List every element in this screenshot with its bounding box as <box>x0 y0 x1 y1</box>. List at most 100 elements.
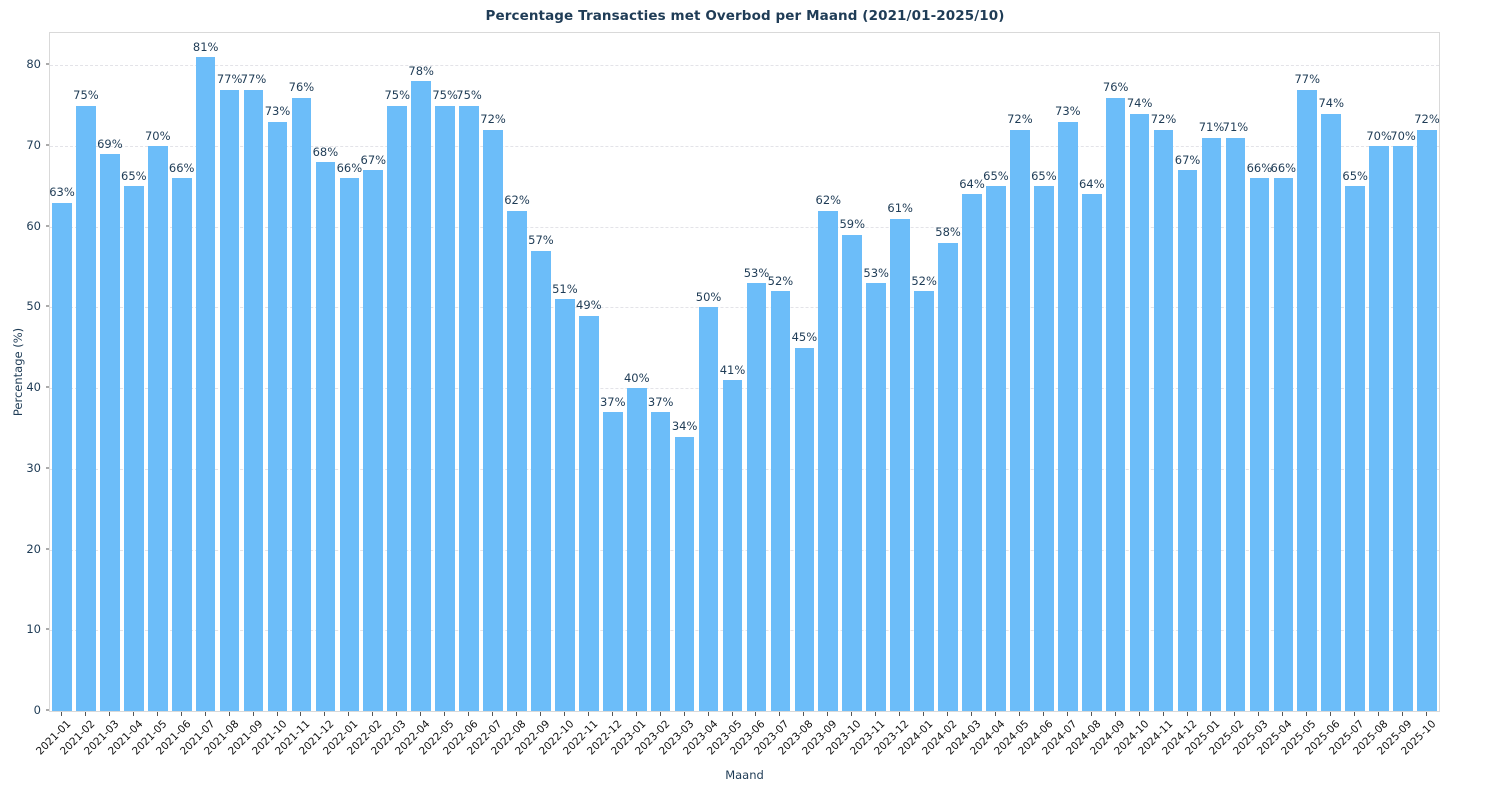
bar[interactable] <box>171 178 192 711</box>
bar[interactable] <box>1321 113 1342 711</box>
bar-slot[interactable]: 77% <box>241 33 266 711</box>
bar-slot[interactable]: 73% <box>1055 33 1081 711</box>
bar[interactable] <box>1129 113 1150 711</box>
bar-slot[interactable]: 65% <box>121 33 147 711</box>
bar-slot[interactable]: 68% <box>313 33 338 711</box>
bar-slot[interactable]: 65% <box>1342 33 1368 711</box>
bar[interactable] <box>387 105 408 711</box>
bar[interactable] <box>866 283 886 711</box>
bar[interactable] <box>698 307 719 711</box>
bar-slot[interactable]: 59% <box>839 33 865 711</box>
bar-slot[interactable]: 72% <box>1151 33 1176 711</box>
bar-slot[interactable]: 49% <box>576 33 602 711</box>
bar[interactable] <box>962 194 982 711</box>
bar-slot[interactable]: 45% <box>792 33 817 711</box>
bar[interactable] <box>770 291 791 711</box>
bar[interactable] <box>243 89 264 711</box>
bar[interactable] <box>76 105 96 711</box>
bar[interactable] <box>1417 129 1437 711</box>
bar[interactable] <box>579 315 599 711</box>
bar[interactable] <box>722 380 743 711</box>
bar-slot[interactable]: 37% <box>648 33 673 711</box>
bar[interactable] <box>435 105 455 711</box>
bar[interactable] <box>842 234 863 711</box>
bar-slot[interactable]: 69% <box>97 33 123 711</box>
bar[interactable] <box>363 170 384 711</box>
bar-slot[interactable]: 53% <box>744 33 769 711</box>
bar[interactable] <box>459 105 479 711</box>
bar[interactable] <box>147 146 168 711</box>
bar[interactable] <box>1297 89 1318 711</box>
bar[interactable] <box>1105 97 1126 711</box>
bar-slot[interactable]: 53% <box>863 33 889 711</box>
bar[interactable] <box>411 81 431 711</box>
bar-slot[interactable]: 72% <box>1414 33 1440 711</box>
bar-slot[interactable]: 78% <box>408 33 434 711</box>
bar-slot[interactable]: 51% <box>552 33 578 711</box>
bar[interactable] <box>938 242 958 711</box>
bar[interactable] <box>100 154 120 711</box>
bar-slot[interactable]: 72% <box>480 33 506 711</box>
bar[interactable] <box>602 412 623 711</box>
bar[interactable] <box>1369 146 1389 711</box>
bar[interactable] <box>890 218 910 711</box>
bar-slot[interactable]: 75% <box>384 33 410 711</box>
bar-slot[interactable]: 61% <box>887 33 913 711</box>
bar-slot[interactable]: 71% <box>1223 33 1248 711</box>
bar-slot[interactable]: 52% <box>768 33 793 711</box>
bar-slot[interactable]: 74% <box>1318 33 1344 711</box>
bar[interactable] <box>1034 186 1054 711</box>
bar-slot[interactable]: 70% <box>1366 33 1392 711</box>
bar-slot[interactable]: 37% <box>600 33 626 711</box>
bar[interactable] <box>195 57 216 711</box>
bar-slot[interactable]: 34% <box>672 33 697 711</box>
bar-slot[interactable]: 81% <box>193 33 218 711</box>
bar-slot[interactable]: 65% <box>1031 33 1057 711</box>
bar[interactable] <box>818 210 839 711</box>
bar[interactable] <box>1010 129 1030 711</box>
bar-slot[interactable]: 70% <box>1390 33 1416 711</box>
bar[interactable] <box>914 291 934 711</box>
bar-slot[interactable]: 70% <box>145 33 171 711</box>
bar-slot[interactable]: 76% <box>289 33 314 711</box>
bar-slot[interactable]: 52% <box>911 33 937 711</box>
bar[interactable] <box>339 178 360 711</box>
bar-slot[interactable]: 66% <box>1271 33 1296 711</box>
bar[interactable] <box>507 210 527 711</box>
bar[interactable] <box>986 186 1006 711</box>
bar-slot[interactable]: 40% <box>624 33 650 711</box>
bar-slot[interactable]: 75% <box>456 33 482 711</box>
bar-slot[interactable]: 66% <box>1247 33 1272 711</box>
bar-slot[interactable]: 66% <box>169 33 194 711</box>
bar[interactable] <box>1249 178 1270 711</box>
bar[interactable] <box>746 283 767 711</box>
bar[interactable] <box>219 89 240 711</box>
bar[interactable] <box>1153 129 1174 711</box>
bar-slot[interactable]: 62% <box>504 33 530 711</box>
bar[interactable] <box>555 299 575 711</box>
bar[interactable] <box>315 162 336 711</box>
bar-slot[interactable]: 67% <box>1175 33 1200 711</box>
bar[interactable] <box>1273 178 1294 711</box>
bar[interactable] <box>1177 170 1198 711</box>
bar-slot[interactable]: 71% <box>1199 33 1224 711</box>
bar[interactable] <box>1081 194 1102 711</box>
bar-slot[interactable]: 58% <box>935 33 961 711</box>
bar[interactable] <box>794 347 815 711</box>
bar-slot[interactable]: 62% <box>816 33 841 711</box>
bar-slot[interactable]: 64% <box>959 33 985 711</box>
bar-slot[interactable]: 74% <box>1127 33 1152 711</box>
bar[interactable] <box>291 97 312 711</box>
bar[interactable] <box>650 412 671 711</box>
bar[interactable] <box>483 129 503 711</box>
bar[interactable] <box>531 250 551 711</box>
bar[interactable] <box>674 436 695 711</box>
bar-slot[interactable]: 64% <box>1079 33 1105 711</box>
bar-slot[interactable]: 65% <box>983 33 1009 711</box>
bar[interactable] <box>1345 186 1365 711</box>
bar[interactable] <box>1057 121 1078 711</box>
bar[interactable] <box>123 186 144 711</box>
bar[interactable] <box>1393 146 1413 711</box>
bar-slot[interactable]: 57% <box>528 33 554 711</box>
bar-slot[interactable]: 63% <box>49 33 75 711</box>
